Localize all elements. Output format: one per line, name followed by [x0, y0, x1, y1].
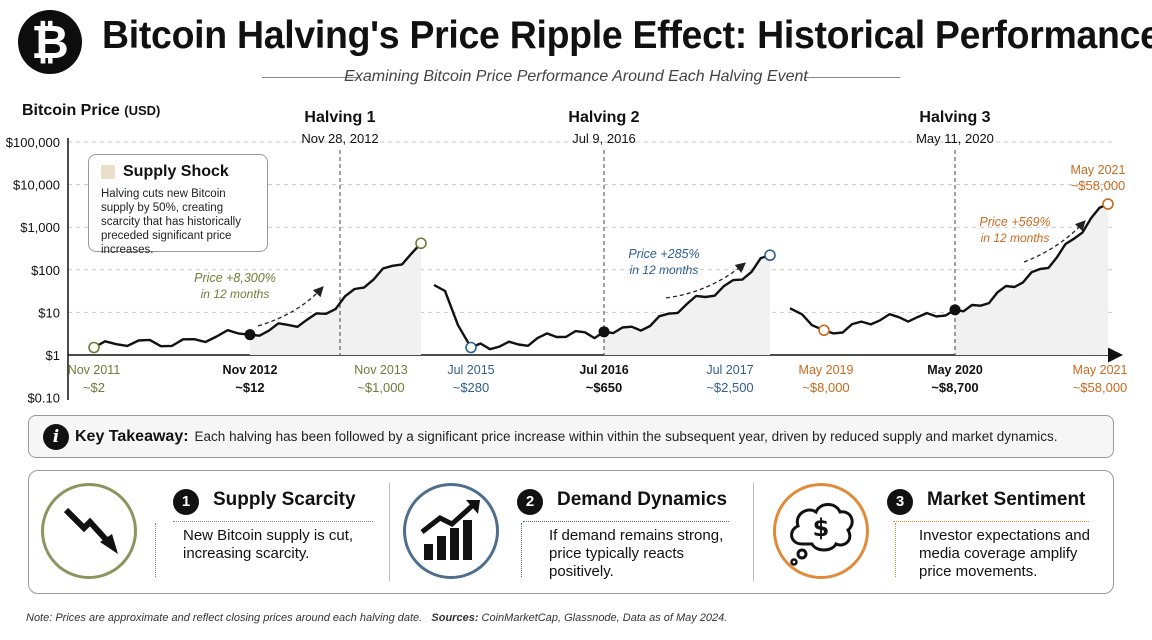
page-title: Bitcoin Halving's Price Ripple Effect: H… [102, 14, 1152, 57]
factor-desc-supply-scarcity: New Bitcoin supply is cut, increasing sc… [183, 527, 354, 562]
y-tick-label: $100 [31, 263, 60, 278]
factor-vrule [895, 523, 896, 577]
x-date-label: May 2020 [927, 363, 983, 377]
y-tick-label: $100,000 [6, 135, 60, 150]
price-chart: Halving 1 Nov 28, 2012 Halving 2 Jul 9, 201… [6, 109, 1128, 406]
halving-title: Halving 3 [919, 109, 990, 126]
price-line [93, 242, 422, 349]
x-value-label: ~$650 [586, 380, 623, 395]
y-axis-title: Bitcoin Price (USD) [22, 102, 160, 120]
cycle-peak-point [415, 237, 427, 250]
factor-vrule [521, 523, 522, 577]
x-date-label: Nov 2013 [354, 363, 408, 377]
cycle-low-point [88, 341, 100, 354]
cycle-low-point [818, 324, 830, 337]
x-date-label: Jul 2015 [447, 363, 494, 377]
supply-shock-swatch-icon [101, 165, 115, 179]
y-tick-label: $10 [38, 305, 60, 320]
footnote-sources: CoinMarketCap, Glassnode, Data as of May… [481, 612, 728, 624]
halving-point [598, 326, 610, 338]
x-date-label: Nov 2011 [68, 363, 121, 377]
factors-panel: 1 Supply Scarcity New Bitcoin supply is … [28, 470, 1114, 594]
x-value-label: ~$8,000 [802, 380, 849, 395]
gain-arrow [665, 262, 747, 299]
x-date-label: Jul 2017 [706, 363, 753, 377]
thought-bubble-dollar-icon: $ [773, 483, 869, 579]
x-value-label: ~$2,500 [706, 380, 753, 395]
footnote-sources-label: Sources: [431, 612, 479, 624]
halving-date: May 11, 2020 [916, 131, 994, 146]
factor-number-2: 2 [517, 489, 543, 515]
x-value-label: ~$1,000 [357, 380, 404, 395]
y-tick-label: $10,000 [13, 178, 60, 193]
footnote: Note: Prices are approximate and reflect… [26, 612, 727, 624]
key-takeaway-bar: i Key Takeaway: Each halving has been fo… [28, 415, 1114, 458]
price-area-fill [250, 243, 421, 355]
x-value-label: ~$8,700 [931, 380, 978, 395]
x-value-label: ~$280 [453, 380, 490, 395]
halving-title: Halving 1 [304, 109, 375, 126]
halving-date: Nov 28, 2012 [301, 131, 378, 146]
callout-body: Halving cuts new Bitcoin supply by 50%, … [101, 188, 241, 256]
gain-arrow [1023, 220, 1086, 263]
factor-vrule [155, 523, 156, 577]
svg-text:$: $ [813, 514, 830, 542]
x-date-label: May 2021 [1073, 363, 1128, 377]
y-axis-label: Bitcoin Price [22, 102, 120, 119]
subtitle-rule-left [262, 77, 358, 78]
factor-title-demand-dynamics: Demand Dynamics [557, 489, 728, 510]
peak-date-label: May 2021 [1071, 163, 1126, 177]
peak-value-label: ~$58,000 [1071, 178, 1126, 193]
cycle-peak-point [1102, 198, 1114, 210]
y-tick-label: $0.10 [27, 391, 60, 406]
supply-shock-callout: Supply Shock Halving cuts new Bitcoin su… [88, 154, 268, 256]
page-subtitle: Examining Bitcoin Price Performance Arou… [344, 68, 808, 85]
factor-number-3: 3 [887, 489, 913, 515]
gain-arrow [257, 286, 324, 327]
takeaway-text: Each halving has been followed by a sign… [194, 429, 1058, 444]
halving-title: Halving 2 [568, 109, 639, 126]
x-date-label: May 2019 [799, 363, 854, 377]
halving-point [244, 329, 256, 341]
y-axis-unit: (USD) [124, 103, 161, 118]
factor-desc-demand-dynamics: If demand remains strong, price typicall… [549, 527, 724, 580]
halving-date: Jul 9, 2016 [572, 131, 636, 146]
footnote-note: Note: Prices are approximate and reflect… [26, 612, 423, 624]
subtitle-rule-right [804, 77, 900, 78]
factor-rule [173, 521, 373, 522]
factor-rule [893, 521, 1089, 522]
gain-label: Price +285% [628, 247, 699, 261]
halving-point [949, 304, 961, 316]
factor-title-market-sentiment: Market Sentiment [927, 489, 1086, 510]
factor-divider [389, 483, 390, 581]
x-value-label: ~$12 [235, 380, 264, 395]
gain-label: Price +8,300% [194, 271, 276, 285]
bar-chart-uptrend-icon [403, 483, 499, 579]
gain-label: Price +569% [979, 215, 1050, 229]
x-value-label: ~$2 [83, 380, 105, 395]
downtrend-arrow-icon [41, 483, 137, 579]
factor-title-supply-scarcity: Supply Scarcity [213, 489, 356, 510]
callout-title: Supply Shock [123, 163, 229, 180]
cycle-peak-point [764, 249, 776, 262]
takeaway-label: Key Takeaway: [75, 427, 189, 445]
info-icon: i [43, 424, 69, 450]
gain-sublabel: in 12 months [201, 287, 270, 301]
x-value-label: ~$58,000 [1073, 380, 1128, 395]
x-date-label: Nov 2012 [223, 363, 278, 377]
bitcoin-logo-icon: ₿ [18, 10, 82, 74]
gain-sublabel: in 12 months [981, 231, 1050, 245]
factor-divider [753, 483, 754, 581]
factor-desc-market-sentiment: Investor expectations and media coverage… [919, 527, 1090, 580]
cycle-low-point [465, 341, 477, 354]
y-tick-label: $1,000 [20, 220, 60, 235]
factor-rule [523, 521, 729, 522]
factor-number-1: 1 [173, 489, 199, 515]
y-tick-label: $1 [46, 348, 60, 363]
gain-sublabel: in 12 months [630, 263, 699, 277]
x-date-label: Jul 2016 [579, 363, 628, 377]
